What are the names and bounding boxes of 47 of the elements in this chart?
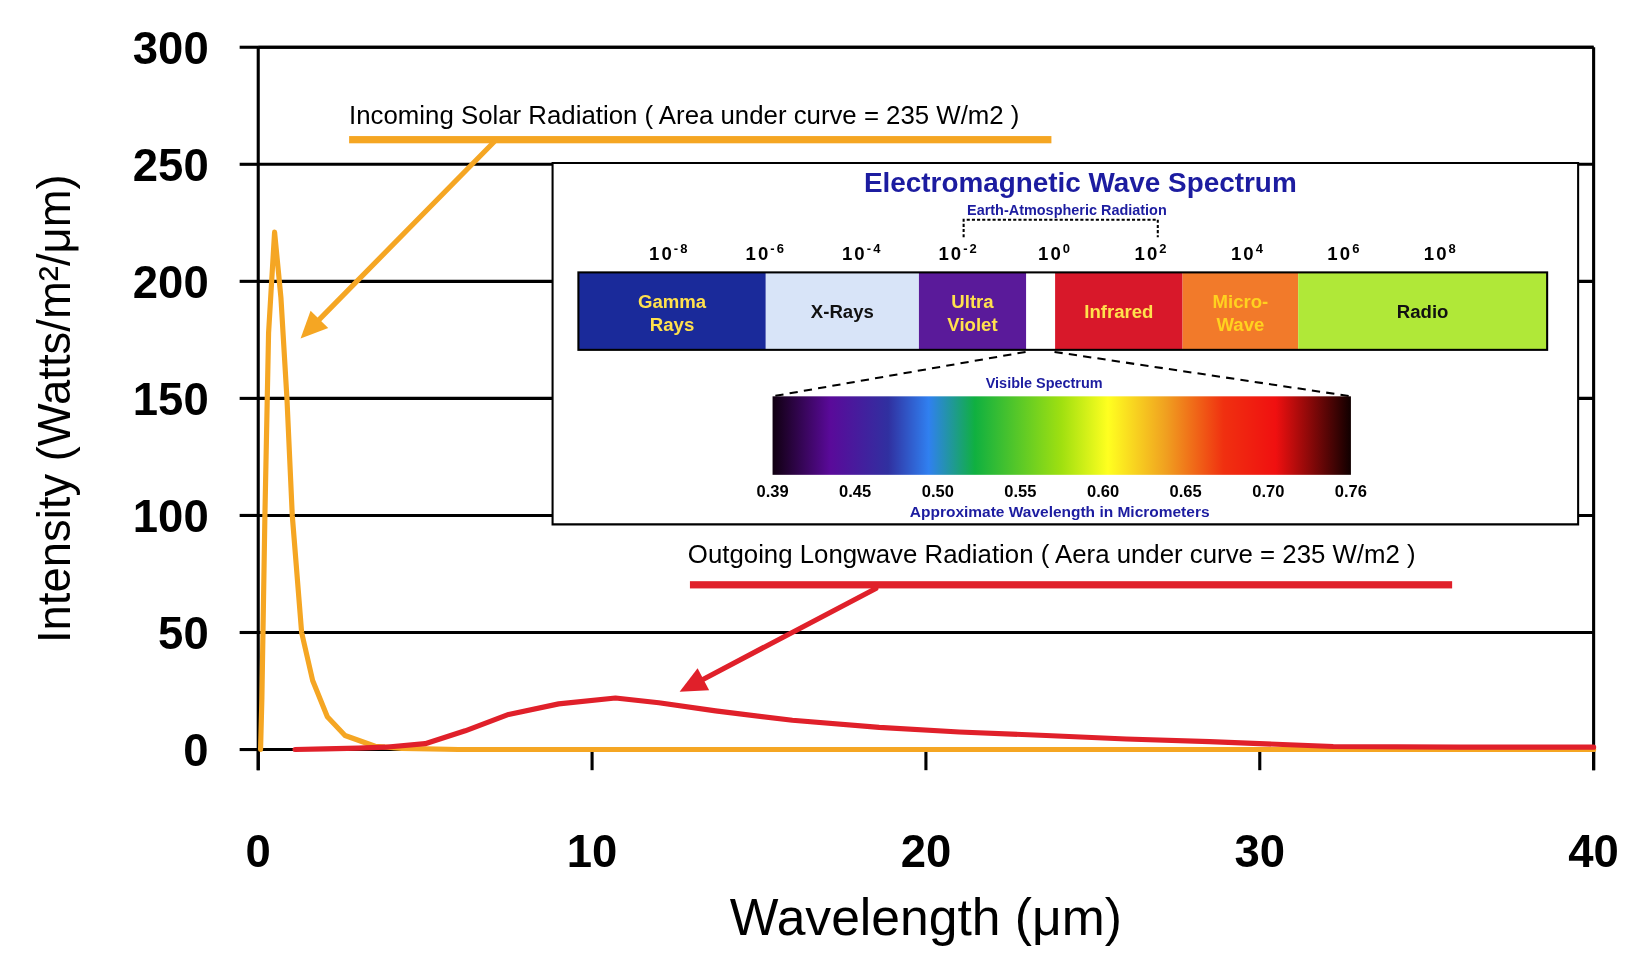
annotation: 0.60 <box>1086 481 1120 501</box>
bar <box>1298 272 1548 350</box>
x-tick-label: 10$^{0}$ <box>1038 240 1073 264</box>
series-label: Infrared <box>1084 300 1154 322</box>
x-tick-label: 10$^{-8}$ <box>649 240 690 264</box>
bar <box>1055 272 1183 350</box>
series-label: Radio <box>1396 300 1449 322</box>
x-tick-label: 10$^{2}$ <box>1134 240 1169 264</box>
bar <box>578 272 766 350</box>
series-label: Ultra Violet <box>947 290 998 336</box>
x-tick-label: 10$^{6}$ <box>1327 240 1362 264</box>
series-label: X-Rays <box>810 300 874 322</box>
y-tick-label: 100 <box>132 490 209 542</box>
annotation: 0.70 <box>1252 481 1285 501</box>
x-tick-label: 0 <box>245 826 271 878</box>
annotation: Visible Spectrum <box>985 375 1103 392</box>
y-tick-label: 0 <box>183 724 209 776</box>
x-tick-label: 30 <box>1234 826 1286 878</box>
series-label: Micro-Wave <box>1212 290 1269 336</box>
annotation: Approximate Wavelength in Micrometers <box>909 503 1210 521</box>
annotation: Earth-Atmospheric Radiation <box>967 201 1167 218</box>
chart-title: Electromagnetic Wave Spectrum <box>863 166 1297 198</box>
x-tick-label: 10 <box>566 826 618 878</box>
annotation: Outgoing Longwave Radiation ( Aera under curve = 235 W/m2 ) <box>687 539 1416 568</box>
y-axis-title: Intensity (Watts/m²/μm) <box>29 174 81 644</box>
annotation: 0.45 <box>839 481 872 501</box>
x-tick-label: 10$^{4}$ <box>1230 240 1266 264</box>
y-tick-label: 200 <box>132 256 209 308</box>
x-tick-label: 10$^{-4}$ <box>841 240 883 264</box>
x-axis-title: Wavelength (μm) <box>729 888 1123 947</box>
series-label: Gamma Rays <box>638 290 707 336</box>
annotation: Incoming Solar Radiation ( Area under curve = 235 W/m2 ) <box>349 100 1020 129</box>
annotation: 0.76 <box>1334 481 1367 501</box>
y-tick-label: 150 <box>132 373 209 425</box>
y-tick-label: 250 <box>132 139 209 191</box>
x-tick-label: 10$^{-6}$ <box>745 240 787 264</box>
x-tick-label: 10$^{8}$ <box>1423 240 1458 264</box>
annotation: 0.39 <box>756 481 789 501</box>
annotation: 0.50 <box>921 481 954 501</box>
y-tick-label: 300 <box>132 22 209 74</box>
x-tick-label: 20 <box>900 826 952 878</box>
x-tick-label: 10$^{-2}$ <box>938 240 979 264</box>
annotation: 0.65 <box>1169 481 1202 501</box>
x-tick-label: 40 <box>1568 826 1619 878</box>
annotation: 0.55 <box>1004 481 1037 501</box>
y-tick-label: 50 <box>158 607 209 659</box>
bar <box>765 272 919 350</box>
